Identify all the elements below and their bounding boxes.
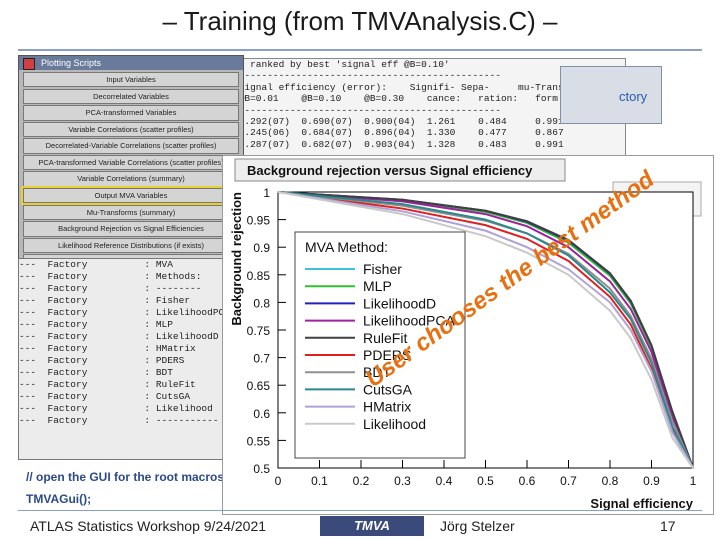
series-line-hmatrix xyxy=(277,191,694,469)
log-line: --- Factory : LikelihoodPCA xyxy=(19,307,230,318)
log-line: --- Factory : PDERS xyxy=(19,355,185,366)
x-tick-label: 0 xyxy=(275,474,282,488)
footer-tmva-logo: TMVA xyxy=(320,516,424,536)
log-line: --- Factory : HMatrix xyxy=(19,343,196,354)
script-button[interactable]: Mu-Transforms (summary) xyxy=(23,204,239,221)
console-line: ----------------------------------------… xyxy=(233,70,501,82)
script-button[interactable]: Variable Correlations (scatter profiles) xyxy=(23,121,239,138)
y-tick-label: 0.65 xyxy=(247,379,271,393)
plotting-scripts-titlebar[interactable]: Plotting Scripts xyxy=(19,56,243,70)
x-tick-label: 1 xyxy=(690,474,697,488)
script-button[interactable]: Variable Correlations (summary) xyxy=(23,171,239,187)
gui-comment: // open the GUI for the root macros xyxy=(26,470,225,484)
console-line: Signal efficiency (error): Signifi- Sepa… xyxy=(233,81,570,93)
log-line: --- Factory : LikelihoodD xyxy=(19,331,219,342)
y-axis-label: Background rejection xyxy=(229,192,244,326)
x-tick-label: 0.5 xyxy=(477,474,494,488)
legend-entry: BDT xyxy=(363,364,391,380)
x-tick-label: 0.6 xyxy=(519,474,536,488)
legend-entry: HMatrix xyxy=(363,399,411,415)
y-tick-label: 0.5 xyxy=(253,462,270,476)
factory-label: ctory xyxy=(560,66,662,124)
chart-title: Background rejection versus Signal effic… xyxy=(247,163,533,178)
script-button[interactable]: Decorrelated-Variable Correlations (scat… xyxy=(23,138,239,154)
legend-entry: Fisher xyxy=(363,261,402,277)
script-button[interactable]: Output MVA Variables xyxy=(21,185,241,206)
y-tick-label: 0.95 xyxy=(247,214,271,228)
series-line-rulefit xyxy=(277,191,694,469)
log-line: --- Factory : Likelihood xyxy=(19,403,213,414)
x-axis-label: Signal efficiency xyxy=(590,496,693,511)
x-tick-label: 0.2 xyxy=(353,474,370,488)
factory-log-window: --- Factory : MVA --- Factory : Methods: -… xyxy=(18,258,236,460)
legend-title: MVA Method: xyxy=(305,239,388,255)
y-tick-label: 0.8 xyxy=(253,296,270,310)
series-line-bdt xyxy=(277,191,694,469)
x-tick-label: 0.7 xyxy=(560,474,577,488)
script-button[interactable]: PCA-transformed Variable Correlations (s… xyxy=(23,154,239,171)
x-tick-label: 0.8 xyxy=(602,474,619,488)
legend-entry: Likelihood xyxy=(363,416,426,432)
footer-page-number: 17 xyxy=(660,518,676,534)
log-line: --- Factory : RuleFit xyxy=(19,379,196,390)
series-line-cutsga xyxy=(277,191,694,469)
x-tick-label: 0.4 xyxy=(436,474,453,488)
legend-entry: LikelihoodD xyxy=(363,295,436,311)
footer-event: ATLAS Statistics Workshop 9/24/2021 xyxy=(30,518,267,534)
series-line-likelihood xyxy=(277,191,694,469)
x-tick-label: 0.3 xyxy=(394,474,411,488)
chart-title-box xyxy=(234,158,566,182)
log-line: --- Factory : CutsGA xyxy=(19,391,191,402)
script-button[interactable]: Likelihood Reference Distributions (if e… xyxy=(23,237,239,254)
script-button[interactable]: Input Variables xyxy=(23,72,239,88)
log-line: --- Factory : Methods: xyxy=(19,271,202,282)
plotting-scripts-title: Plotting Scripts xyxy=(41,58,102,68)
series-line-likelihoodpca xyxy=(277,191,694,469)
console-line: ----------------------------------------… xyxy=(233,104,501,116)
y-tick-label: 0.6 xyxy=(253,407,270,421)
x-tick-label: 0.9 xyxy=(643,474,660,488)
legend-entry: RuleFit xyxy=(363,330,407,346)
script-button[interactable]: Background Rejection vs Signal Efficienc… xyxy=(23,221,239,237)
roc-chart: Background rejection versus Signal effic… xyxy=(222,155,714,515)
y-tick-label: 0.75 xyxy=(247,324,271,338)
footer-rule xyxy=(18,510,702,511)
y-tick-label: 0.9 xyxy=(253,241,270,255)
log-line: --- Factory : Fisher xyxy=(19,295,191,306)
slide-title: – Training (from TMVAnalysis.C) – xyxy=(162,6,558,36)
roc-chart-svg: Background rejection versus Signal effic… xyxy=(229,158,702,511)
legend-entry: LikelihoodPCA xyxy=(363,313,455,329)
log-line: --- Factory : -------- xyxy=(19,283,202,294)
script-button[interactable]: Decorrelated Variables xyxy=(23,88,239,104)
log-line: --- Factory : MVA xyxy=(19,259,173,270)
window-icon xyxy=(23,58,35,70)
log-line: --- Factory : MLP xyxy=(19,319,173,330)
y-tick-label: 0.7 xyxy=(253,352,270,366)
script-button[interactable]: PCA-transformed Variables xyxy=(23,105,239,121)
console-line: 0.287(07) 0.682(07) 0.903(04) 1.328 0.48… xyxy=(233,138,564,150)
x-tick-label: 0.1 xyxy=(311,474,328,488)
footer-author: Jörg Stelzer xyxy=(440,518,515,534)
y-tick-label: 0.85 xyxy=(247,269,271,283)
factory-label-text: ctory xyxy=(619,89,648,104)
title-rule xyxy=(18,49,702,51)
y-tick-label: 1 xyxy=(263,186,270,200)
legend-entry: MLP xyxy=(363,278,392,294)
legend-entry: PDERS xyxy=(363,347,411,363)
y-tick-label: 0.55 xyxy=(247,434,271,448)
legend-entry: CutsGA xyxy=(363,381,413,397)
log-line: --- Factory : BDT xyxy=(19,367,173,378)
console-line: 0.292(07) 0.690(07) 0.900(04) 1.261 0.48… xyxy=(233,116,564,128)
console-line: 0.245(06) 0.684(07) 0.896(04) 1.330 0.47… xyxy=(233,127,564,139)
gui-command: TMVAGui(); xyxy=(26,492,92,506)
console-line: @B=0.01 @B=0.10 @B=0.30 cance: ration: f… xyxy=(233,93,564,105)
log-line: --- Factory : ----------- xyxy=(19,415,219,426)
